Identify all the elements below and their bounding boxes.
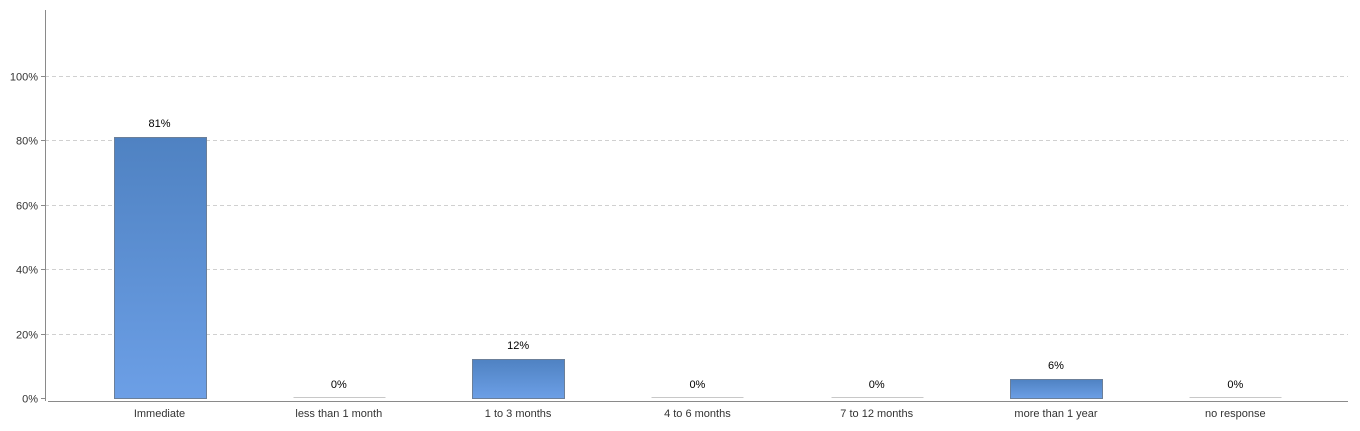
y-tick-label: 40%	[16, 265, 38, 277]
axes	[45, 10, 1348, 402]
data-label: 6%	[1048, 360, 1064, 372]
data-label: 0%	[689, 379, 705, 391]
x-tick-label: 7 to 12 months	[840, 408, 913, 420]
gridlines	[45, 76, 1348, 335]
x-tick-label: 4 to 6 months	[664, 408, 731, 420]
y-tick-label: 80%	[16, 136, 38, 148]
x-tick-label: no response	[1205, 408, 1266, 420]
bar	[114, 137, 207, 399]
data-label: 81%	[148, 118, 170, 130]
y-tick-label: 20%	[16, 330, 38, 342]
x-tick-label: more than 1 year	[1014, 408, 1097, 420]
data-label: 0%	[869, 379, 885, 391]
data-label: 0%	[331, 379, 347, 391]
x-tick-label: 1 to 3 months	[485, 408, 552, 420]
y-tick-label: 60%	[16, 201, 38, 213]
x-tick-label: less than 1 month	[295, 408, 382, 420]
y-tick-label: 100%	[10, 72, 38, 84]
data-labels: 81% 0% 12% 0% 0% 6% 0%	[148, 118, 1243, 391]
x-tick-label: Immediate	[134, 408, 185, 420]
data-label: 12%	[507, 340, 529, 352]
bar	[1010, 379, 1103, 399]
bars	[114, 137, 1282, 399]
data-label: 0%	[1227, 379, 1243, 391]
y-tick-label: 0%	[22, 394, 38, 406]
x-axis-ticks: Immediate less than 1 month 1 to 3 months 4…	[134, 408, 1266, 420]
y-axis-ticks: 0% 20% 40% 60% 80% 100%	[10, 72, 45, 406]
bar	[472, 359, 565, 399]
